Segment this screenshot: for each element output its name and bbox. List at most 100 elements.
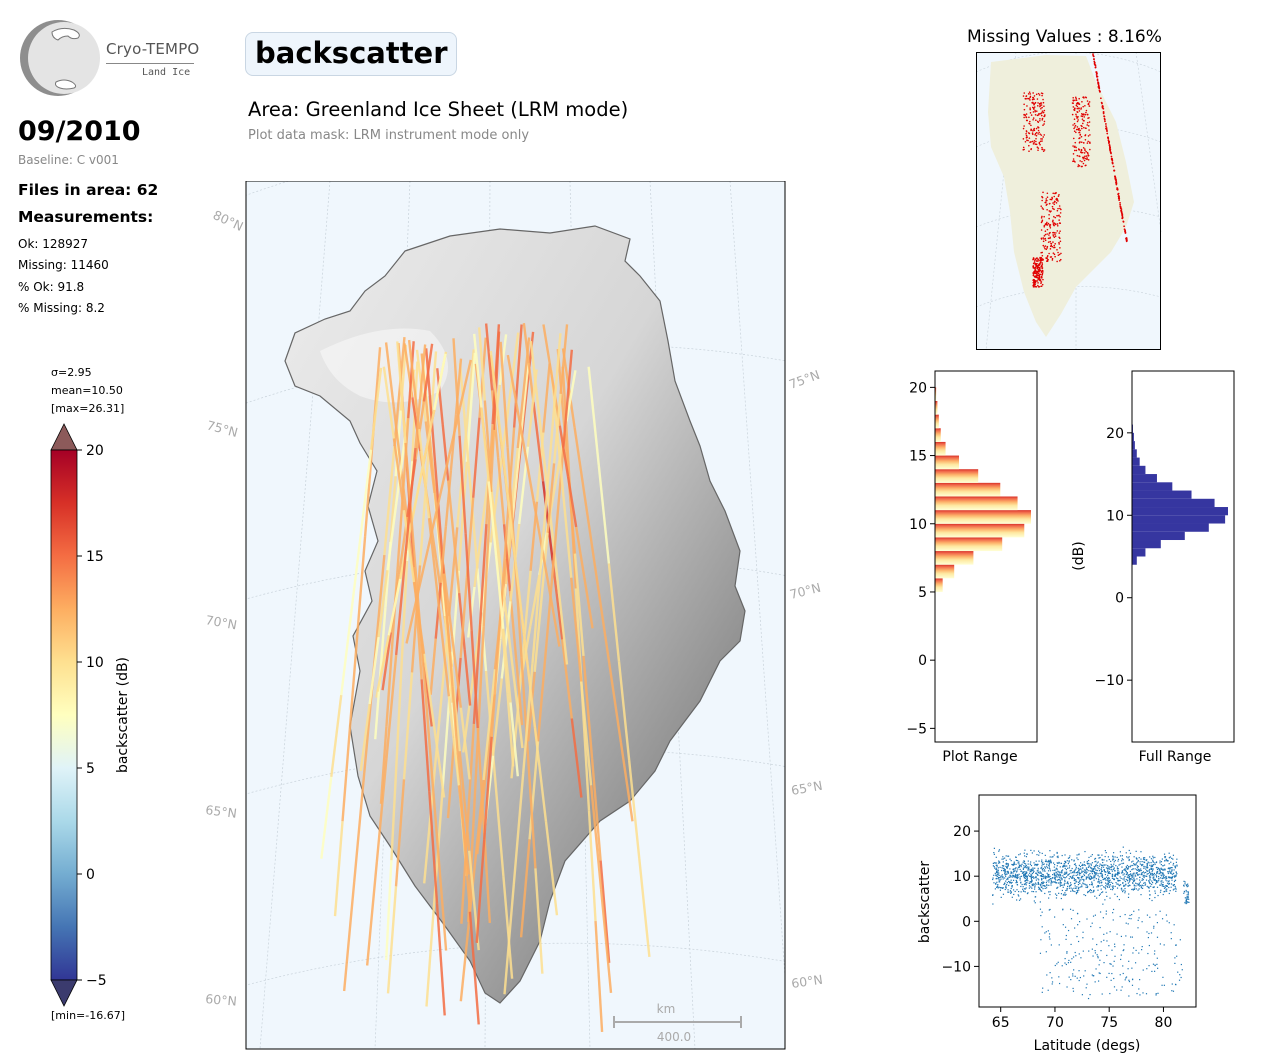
scatter-point xyxy=(1106,886,1109,888)
scatter-point xyxy=(1086,871,1088,873)
missing-point xyxy=(1028,132,1031,135)
scatter-point xyxy=(1163,984,1165,986)
scatter-point xyxy=(1017,866,1020,868)
missing-point xyxy=(1034,258,1036,261)
scatter-point xyxy=(1146,873,1148,875)
scatter-point xyxy=(1064,864,1066,867)
hist2-bar xyxy=(1132,498,1215,508)
scatter-point xyxy=(1095,869,1097,871)
scatter-point xyxy=(1079,866,1082,868)
scatter-point xyxy=(1153,872,1156,875)
scatter-point xyxy=(1156,871,1158,873)
scatter-point xyxy=(1078,886,1080,888)
missing-point xyxy=(1029,95,1032,98)
scatter-point xyxy=(1088,874,1090,876)
scatter-point xyxy=(1099,863,1101,865)
scatter-point xyxy=(1027,868,1029,870)
missing-point xyxy=(1054,242,1057,245)
scatter-point xyxy=(1005,865,1007,867)
missing-point xyxy=(1040,256,1043,259)
scatter-point xyxy=(1137,874,1139,876)
missing-point xyxy=(1028,97,1030,100)
scatter-point xyxy=(1068,976,1070,978)
scatter-point xyxy=(1142,992,1144,994)
scatter-point xyxy=(1050,880,1053,883)
scatter-point xyxy=(1031,887,1033,889)
hist1-bar xyxy=(935,414,939,429)
scatter-point xyxy=(1055,873,1057,875)
scatter-point xyxy=(1111,885,1113,887)
scatter-point xyxy=(1059,879,1061,882)
scatter-point xyxy=(1162,872,1164,874)
scatter-point xyxy=(1010,872,1013,874)
missing-point xyxy=(1035,257,1038,260)
scatter-point xyxy=(1118,884,1120,886)
track-segment xyxy=(540,443,553,554)
scatter-point xyxy=(1041,890,1043,892)
scatter-point xyxy=(1129,884,1131,887)
track-segment xyxy=(513,683,524,749)
scatter-point xyxy=(1041,859,1043,861)
scatter-point xyxy=(1012,875,1014,877)
scatter-point xyxy=(1117,871,1119,873)
scatter-point xyxy=(1090,878,1092,880)
track-segment xyxy=(483,736,493,840)
missing-point xyxy=(1039,256,1041,259)
scatter-point xyxy=(1034,896,1037,898)
hist1-frame xyxy=(934,370,1038,743)
scatter-point xyxy=(1132,889,1134,891)
missing-point xyxy=(1054,235,1057,237)
missing-point xyxy=(1076,154,1079,157)
scatter-point xyxy=(1102,903,1104,905)
missing-point xyxy=(1117,192,1120,195)
scatter-point xyxy=(1136,878,1138,880)
missing-point xyxy=(1041,207,1044,209)
scatter-point xyxy=(1128,884,1130,886)
scatter-point xyxy=(1028,868,1030,870)
missing-point xyxy=(1026,105,1028,107)
scatter-point xyxy=(993,874,995,876)
scatter-point xyxy=(1025,884,1027,886)
lat-label-75-west: 75°N xyxy=(205,417,239,440)
scatter-point xyxy=(1138,952,1140,954)
track-segment xyxy=(429,638,437,695)
scatter-point xyxy=(995,882,997,885)
scatter-point xyxy=(1156,957,1158,959)
missing-point xyxy=(1073,130,1076,133)
scatter-point xyxy=(1095,864,1097,866)
scatter-point xyxy=(1048,876,1050,878)
scatter-point xyxy=(1107,874,1109,876)
scatter-point xyxy=(1146,875,1148,877)
scatter-point xyxy=(1172,862,1175,865)
scatter-point xyxy=(1041,865,1043,867)
missing-point xyxy=(1051,257,1054,260)
scatter-point xyxy=(1160,889,1162,891)
track-segment xyxy=(549,597,561,647)
scatter-point xyxy=(1064,865,1066,867)
scatter-point xyxy=(1019,879,1021,881)
track-segment xyxy=(494,554,505,629)
track-segment xyxy=(638,858,651,957)
scatter-point xyxy=(1020,864,1022,866)
scatter-point xyxy=(1091,948,1093,950)
missing-point xyxy=(1088,105,1091,107)
scatter-point xyxy=(997,862,1000,864)
hist2-bar xyxy=(1132,556,1137,565)
scatter-point xyxy=(1073,879,1075,882)
scatter-point xyxy=(1124,887,1126,890)
scatter-point xyxy=(1029,881,1031,883)
scatter-point xyxy=(1064,860,1066,862)
scatter-point xyxy=(1110,866,1112,869)
scatter-point xyxy=(1137,883,1139,885)
scatter-point xyxy=(1034,864,1036,866)
scatter-point xyxy=(1006,878,1008,881)
scatter-point xyxy=(1116,887,1119,889)
scatter-point xyxy=(1123,889,1125,891)
scatter-ytick-label: −10 xyxy=(941,959,971,975)
scatter-point xyxy=(1139,863,1141,865)
scatter-point xyxy=(1023,852,1025,854)
track-segment xyxy=(499,341,509,448)
scatter-point xyxy=(1108,867,1110,869)
scatter-point xyxy=(1171,990,1173,992)
scatter-point xyxy=(1063,863,1065,865)
